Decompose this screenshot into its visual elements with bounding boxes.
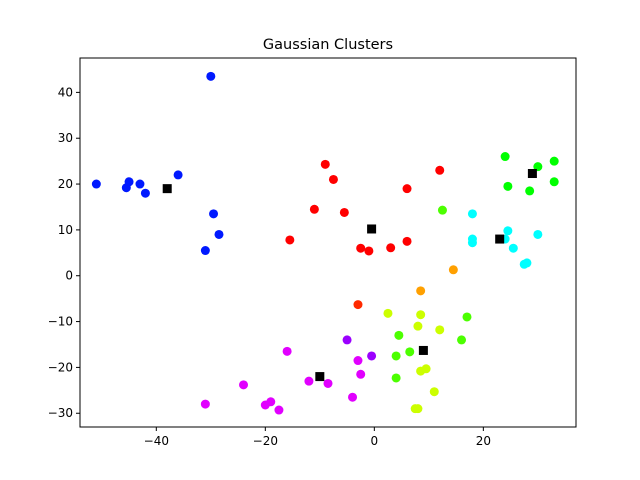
data-point — [342, 335, 352, 345]
y-tick-label: −20 — [48, 360, 73, 374]
x-tick-label: 20 — [476, 434, 491, 448]
data-point — [320, 159, 330, 169]
x-tick-label: 0 — [371, 434, 379, 448]
y-tick-label: −30 — [48, 406, 73, 420]
data-point — [429, 387, 439, 397]
data-point — [214, 229, 224, 239]
data-points — [91, 71, 559, 415]
data-point — [274, 405, 284, 415]
data-point — [91, 179, 101, 189]
data-point — [421, 364, 431, 374]
data-point — [383, 308, 393, 318]
data-point — [467, 238, 477, 248]
data-point — [503, 226, 513, 236]
data-point — [200, 246, 210, 256]
data-point — [467, 209, 477, 219]
data-point — [209, 209, 219, 219]
y-tick-label: 40 — [58, 85, 73, 99]
x-tick-label: −20 — [253, 434, 278, 448]
data-point — [200, 399, 210, 409]
data-point — [328, 174, 338, 184]
data-point — [323, 378, 333, 388]
data-point — [364, 246, 374, 256]
data-point — [135, 179, 145, 189]
data-point — [435, 165, 445, 175]
data-point — [402, 184, 412, 194]
centroid-marker — [162, 184, 172, 194]
data-point — [413, 321, 423, 331]
data-point — [386, 243, 396, 253]
data-point — [549, 156, 559, 166]
data-point — [353, 300, 363, 310]
data-point — [282, 346, 292, 356]
data-point — [437, 205, 447, 215]
data-point — [356, 243, 366, 253]
data-point — [462, 312, 472, 322]
data-point — [522, 258, 532, 268]
centroid-marker — [527, 169, 537, 179]
centroid-marker — [367, 224, 377, 234]
data-point — [309, 204, 319, 214]
data-point — [348, 392, 358, 402]
data-point — [391, 373, 401, 383]
y-tick-label: 10 — [58, 223, 73, 237]
plot-frame — [79, 57, 577, 428]
x-axis: −40 −20 0 20 — [144, 427, 491, 448]
data-point — [416, 286, 426, 296]
y-tick-label: 20 — [58, 177, 73, 191]
y-tick-label: −10 — [48, 315, 73, 329]
data-point — [416, 310, 426, 320]
y-tick-label: 30 — [58, 131, 73, 145]
data-point — [457, 335, 467, 345]
data-point — [367, 351, 377, 361]
data-point — [508, 243, 518, 253]
data-point — [339, 207, 349, 217]
data-point — [549, 177, 559, 187]
data-point — [206, 71, 216, 81]
centroid-marker — [418, 345, 428, 355]
data-point — [285, 235, 295, 245]
data-point — [239, 380, 249, 390]
x-tick-label: −40 — [144, 434, 169, 448]
data-point — [435, 325, 445, 335]
data-point — [124, 177, 134, 187]
data-point — [173, 170, 183, 180]
data-point — [402, 236, 412, 246]
data-point — [356, 369, 366, 379]
centroid-marker — [495, 234, 505, 244]
data-point — [448, 265, 458, 275]
data-point — [266, 397, 276, 407]
y-axis: −30 −20 −10 0 10 20 30 40 — [48, 85, 80, 420]
chart-title: Gaussian Clusters — [263, 37, 393, 53]
data-point — [353, 356, 363, 366]
data-point — [533, 162, 543, 172]
data-point — [140, 188, 150, 198]
data-point — [525, 186, 535, 196]
data-point — [391, 351, 401, 361]
data-point — [405, 347, 415, 357]
data-point — [533, 229, 543, 239]
y-tick-label: 0 — [65, 269, 73, 283]
data-point — [503, 181, 513, 191]
centroid-marker — [315, 372, 325, 382]
data-point — [304, 376, 314, 386]
data-point — [413, 404, 423, 414]
data-point — [394, 330, 404, 340]
data-point — [500, 152, 510, 162]
